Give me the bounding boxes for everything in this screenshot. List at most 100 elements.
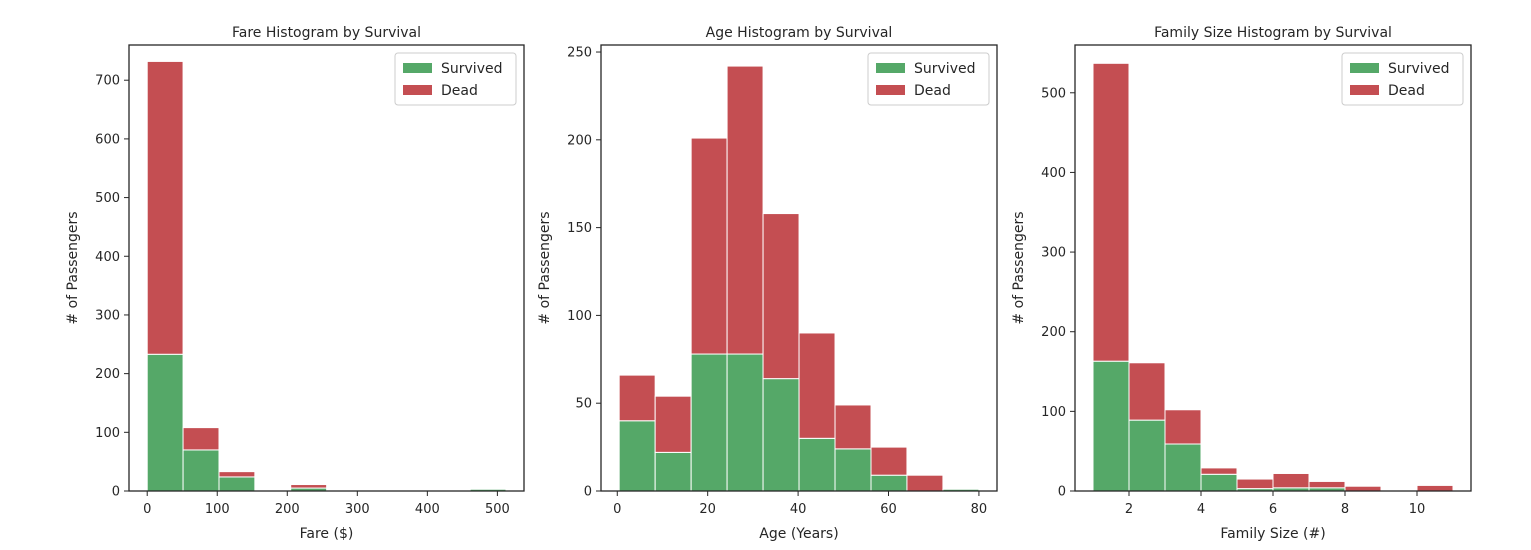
x-tick-label: 2 xyxy=(1125,502,1133,517)
bar-dead xyxy=(1200,467,1238,475)
x-tick-label: 60 xyxy=(880,502,897,517)
y-tick-label: 100 xyxy=(95,426,120,441)
bar-dead xyxy=(690,137,728,355)
bar-survived xyxy=(218,476,256,492)
x-tick-label: 8 xyxy=(1341,502,1349,517)
bar-survived xyxy=(690,353,728,492)
y-tick-label: 500 xyxy=(1041,86,1066,101)
axes-frame xyxy=(600,44,998,492)
x-tick-label: 4 xyxy=(1197,502,1205,517)
x-axis-label: Age (Years) xyxy=(759,526,838,542)
bar-dead xyxy=(1416,484,1454,492)
legend: Survived Dead xyxy=(867,52,990,106)
y-tick-label: 200 xyxy=(95,367,120,382)
bar-dead xyxy=(1128,362,1166,421)
bar-dead xyxy=(618,374,656,422)
legend-swatch-dead xyxy=(876,85,905,95)
legend-label-dead: Dead xyxy=(441,83,478,99)
y-axis-label: # of Passengers xyxy=(537,211,553,324)
legend: Survived Dead xyxy=(1341,52,1464,106)
chart-panel-1: 0 100 200 300 400 500 0 100 200 300 400 500 600 700 Fa… xyxy=(65,25,525,542)
bar-dead xyxy=(906,474,944,492)
y-tick-label: 0 xyxy=(112,485,120,500)
bar-dead xyxy=(218,471,256,478)
bar-survived xyxy=(618,420,656,492)
legend-label-survived: Survived xyxy=(914,61,975,77)
y-tick-label: 700 xyxy=(95,74,120,89)
bar-survived xyxy=(834,448,872,492)
y-tick-label: 150 xyxy=(567,221,592,236)
x-axis-label: Family Size (#) xyxy=(1220,526,1325,542)
chart-panel-2: 0 20 40 60 80 0 50 100 150 200 250 Age Histogram by… xyxy=(537,25,998,542)
x-tick-label: 200 xyxy=(275,502,300,517)
y-tick-label: 200 xyxy=(567,133,592,148)
chart-title: Fare Histogram by Survival xyxy=(232,25,421,41)
bar-dead xyxy=(1344,485,1382,492)
legend: Survived Dead xyxy=(394,52,517,106)
legend-swatch-survived xyxy=(1350,63,1379,73)
x-tick-label: 6 xyxy=(1269,502,1277,517)
legend-label-survived: Survived xyxy=(441,61,502,77)
bar-dead xyxy=(870,446,908,476)
bar-survived xyxy=(146,353,184,492)
chart-title: Age Histogram by Survival xyxy=(706,25,893,41)
legend-label-survived: Survived xyxy=(1388,61,1449,77)
bar-survived xyxy=(182,449,220,492)
x-tick-label: 300 xyxy=(345,502,370,517)
legend-swatch-survived xyxy=(876,63,905,73)
bar-survived xyxy=(1200,473,1238,492)
x-tick-label: 100 xyxy=(205,502,230,517)
y-tick-label: 600 xyxy=(95,132,120,147)
bar-dead xyxy=(1164,409,1202,445)
bar-survived xyxy=(762,378,800,492)
legend-swatch-survived xyxy=(403,63,432,73)
x-tick-label: 80 xyxy=(971,502,988,517)
x-tick-label: 40 xyxy=(790,502,807,517)
x-tick-label: 0 xyxy=(613,502,621,517)
y-tick-label: 500 xyxy=(95,191,120,206)
x-tick-label: 400 xyxy=(415,502,440,517)
y-tick-label: 50 xyxy=(575,397,592,412)
y-tick-label: 250 xyxy=(567,46,592,61)
bar-dead xyxy=(1236,478,1274,490)
bar-dead xyxy=(798,332,836,439)
bar-dead xyxy=(654,395,692,453)
y-tick-label: 100 xyxy=(1041,405,1066,420)
bar-dead xyxy=(146,60,184,355)
x-tick-label: 0 xyxy=(143,502,151,517)
legend-swatch-dead xyxy=(1350,85,1379,95)
bar-survived xyxy=(1128,419,1166,492)
legend-label-dead: Dead xyxy=(914,83,951,99)
y-tick-label: 300 xyxy=(95,308,120,323)
bar-dead xyxy=(726,65,764,355)
y-tick-label: 400 xyxy=(1041,166,1066,181)
y-axis-label: # of Passengers xyxy=(1011,211,1027,324)
y-tick-label: 400 xyxy=(95,250,120,265)
chart-title: Family Size Histogram by Survival xyxy=(1154,25,1392,41)
x-tick-label: 500 xyxy=(485,502,510,517)
bar-survived xyxy=(1164,443,1202,492)
x-tick-label: 20 xyxy=(699,502,716,517)
bar-survived xyxy=(870,474,908,492)
bar-dead xyxy=(290,484,328,489)
bar-survived xyxy=(654,451,692,492)
bar-dead xyxy=(834,404,872,450)
y-tick-label: 100 xyxy=(567,309,592,324)
legend-swatch-dead xyxy=(403,85,432,95)
y-tick-label: 0 xyxy=(584,485,592,500)
bar-dead xyxy=(762,213,800,380)
x-tick-label: 10 xyxy=(1409,502,1426,517)
y-tick-label: 0 xyxy=(1058,485,1066,500)
y-axis-label: # of Passengers xyxy=(65,211,81,324)
x-axis-label: Fare ($) xyxy=(300,526,354,542)
bar-survived xyxy=(1092,360,1130,492)
y-tick-label: 200 xyxy=(1041,325,1066,340)
bar-survived xyxy=(726,353,764,492)
bar-dead xyxy=(1092,62,1130,362)
bar-survived xyxy=(798,437,836,492)
bar-dead xyxy=(1308,480,1346,489)
legend-label-dead: Dead xyxy=(1388,83,1425,99)
bar-dead xyxy=(1272,472,1310,489)
